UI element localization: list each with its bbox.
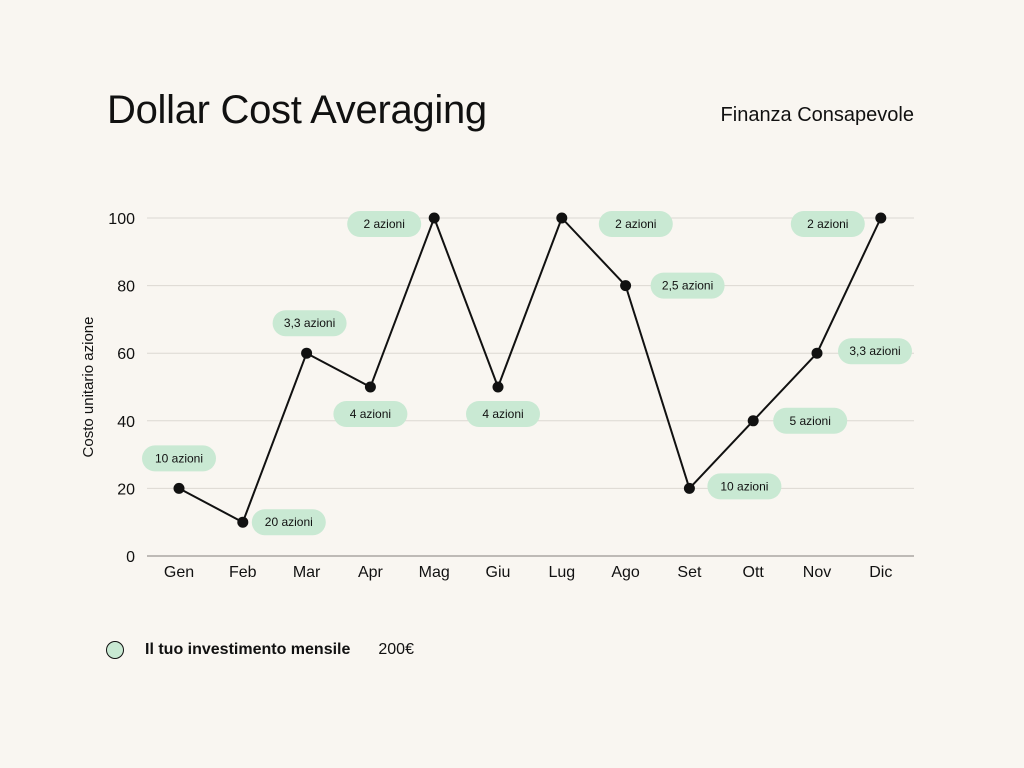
brand-name: Finanza Consapevole <box>720 104 914 126</box>
data-point <box>492 381 504 393</box>
annotation-label: 10 azioni <box>155 451 203 465</box>
x-tick-label: Mar <box>293 564 321 581</box>
annotation-label: 5 azioni <box>790 414 831 428</box>
annotation-label: 3,3 azioni <box>849 344 900 358</box>
x-tick-label: Gen <box>164 564 194 581</box>
annotation-pill <box>838 338 912 365</box>
series-line <box>178 217 882 524</box>
x-tick-label: Feb <box>229 564 257 581</box>
x-tick-label: Ago <box>611 564 640 581</box>
y-tick-label: 20 <box>117 481 135 498</box>
grid-lines <box>147 217 914 489</box>
annotation-pill <box>142 445 216 472</box>
annotation-label: 20 azioni <box>265 515 313 529</box>
series-layer <box>173 212 887 528</box>
legend: Il tuo investimento mensile 200€ <box>106 641 414 659</box>
x-tick-label: Ott <box>743 564 765 581</box>
data-point <box>683 482 695 494</box>
y-tick-label: 40 <box>117 414 135 431</box>
x-tick-label: Set <box>677 564 702 581</box>
x-tick-label: Apr <box>358 564 384 581</box>
y-tick-label: 80 <box>117 279 135 296</box>
data-point <box>237 516 249 528</box>
annotation-pill <box>707 473 782 500</box>
annotation-pill <box>466 401 540 427</box>
data-point <box>811 347 823 359</box>
data-point <box>173 482 185 494</box>
annotation-label: 2,5 azioni <box>662 279 713 293</box>
data-point <box>875 212 887 224</box>
legend-value: 200€ <box>378 641 414 658</box>
x-tick-label: Lug <box>548 564 575 581</box>
data-point <box>301 347 313 359</box>
annotation-label: 2 azioni <box>615 217 656 231</box>
annotation-label: 2 azioni <box>364 217 405 231</box>
annotation-pill <box>333 401 408 427</box>
data-point <box>428 212 440 224</box>
y-axis-label: Costo unitario azione <box>80 317 97 458</box>
axes: 0 20 40 60 80 100 Gen Feb Mar Apr Mag Giu Lug Ago Set O… <box>108 211 914 581</box>
annotation-pill <box>790 211 865 237</box>
annotation-pill <box>598 211 673 237</box>
annotation-label: 4 azioni <box>482 407 523 421</box>
annotations-layer: 10 azioni 20 azioni 3,3 azioni 4 azioni 2 az… <box>142 211 912 536</box>
data-point <box>747 415 759 427</box>
annotation-label: 4 azioni <box>350 407 391 421</box>
annotation-label: 3,3 azioni <box>284 316 335 330</box>
x-tick-label: Nov <box>803 564 831 581</box>
y-tick-label: 60 <box>117 346 135 363</box>
data-point <box>364 381 376 393</box>
data-point <box>620 280 632 292</box>
y-tick-label: 0 <box>126 549 135 566</box>
annotation-label: 2 azioni <box>807 217 848 231</box>
x-tick-label: Giu <box>486 564 511 581</box>
legend-marker <box>106 641 124 659</box>
legend-label: Il tuo investimento mensile <box>145 641 351 658</box>
annotation-label: 10 azioni <box>720 479 768 493</box>
page-title: Dollar Cost Averaging <box>107 88 487 132</box>
y-tick-label: 100 <box>108 211 135 228</box>
x-tick-label: Mag <box>419 564 450 581</box>
x-tick-label: Dic <box>869 564 892 581</box>
annotation-pill <box>272 310 347 337</box>
annotation-pill <box>251 509 326 536</box>
data-point <box>556 212 568 224</box>
annotation-pill <box>773 407 848 434</box>
annotation-pill <box>650 272 725 299</box>
annotation-pill <box>347 211 422 237</box>
